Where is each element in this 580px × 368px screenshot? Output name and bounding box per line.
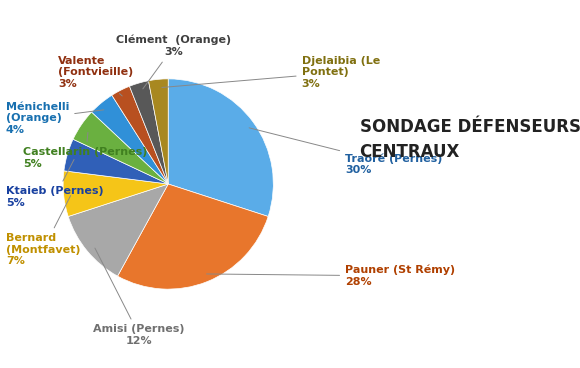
Wedge shape [129, 81, 168, 184]
Wedge shape [63, 171, 168, 216]
Text: SONDAGE DÉFENSEURS
CENTRAUX: SONDAGE DÉFENSEURS CENTRAUX [360, 118, 580, 161]
Text: Traoré (Pernes)
30%: Traoré (Pernes) 30% [249, 128, 443, 175]
Text: Djelaibia (Le
Pontet)
3%: Djelaibia (Le Pontet) 3% [162, 56, 380, 89]
Wedge shape [73, 112, 168, 184]
Wedge shape [168, 79, 273, 216]
Text: Valente
(Fontvieille)
3%: Valente (Fontvieille) 3% [58, 56, 133, 96]
Text: Amisi (Pernes)
12%: Amisi (Pernes) 12% [93, 248, 185, 346]
Text: Clément  (Orange)
3%: Clément (Orange) 3% [117, 35, 231, 89]
Text: Ménichelli
(Orange)
4%: Ménichelli (Orange) 4% [6, 102, 104, 135]
Wedge shape [148, 79, 168, 184]
Wedge shape [92, 95, 168, 184]
Text: Pauner (St Rémy)
28%: Pauner (St Rémy) 28% [206, 265, 455, 287]
Wedge shape [64, 139, 168, 184]
Text: Castellarin (Pernes)
5%: Castellarin (Pernes) 5% [23, 132, 147, 169]
Wedge shape [112, 86, 168, 184]
Wedge shape [118, 184, 268, 289]
Text: Ktaieb (Pernes)
5%: Ktaieb (Pernes) 5% [6, 159, 103, 208]
Wedge shape [68, 184, 168, 276]
Text: Bernard
(Montfavet)
7%: Bernard (Montfavet) 7% [6, 195, 80, 266]
